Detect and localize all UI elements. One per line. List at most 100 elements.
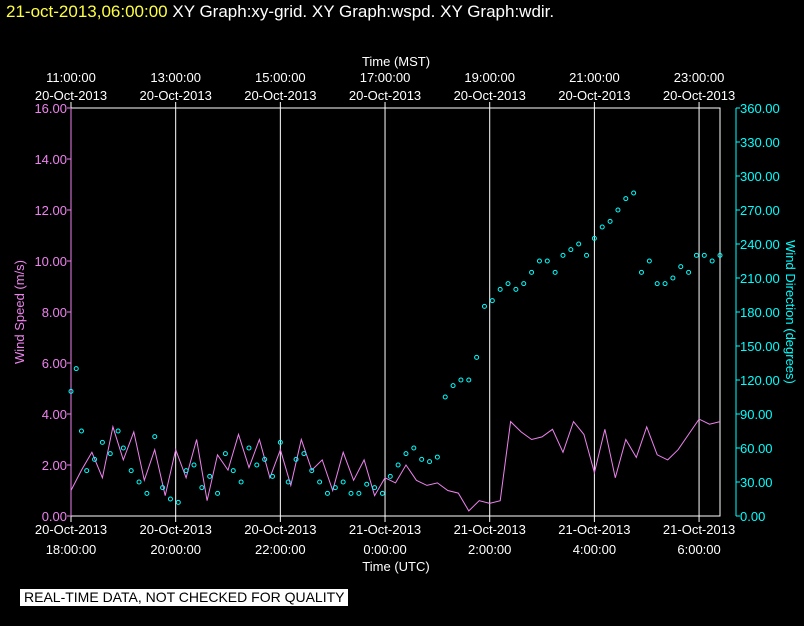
bottom-tick-time: 20:00:00 [150, 542, 201, 557]
wind-direction-point [332, 485, 338, 491]
wind-direction-point [599, 224, 605, 230]
header-graph-3: XY Graph:wdir. [440, 2, 555, 21]
right-tick-label: 210.00 [740, 271, 780, 286]
wind-direction-series [68, 190, 723, 505]
bottom-tick-time: 6:00:00 [677, 542, 720, 557]
bottom-axis-title: Time (UTC) [362, 559, 429, 574]
top-tick-date: 20-Oct-2013 [349, 88, 421, 103]
wind-direction-point [99, 439, 105, 445]
wind-direction-point [678, 264, 684, 270]
bottom-tick-time: 22:00:00 [255, 542, 306, 557]
wind-direction-point [489, 298, 495, 304]
bottom-tick-time: 4:00:00 [573, 542, 616, 557]
header-datetime: 21-oct-2013,06:00:00 [6, 2, 168, 21]
wind-direction-point [68, 388, 74, 394]
wind-direction-point [419, 456, 425, 462]
wind-direction-point [238, 479, 244, 485]
top-tick-time: 23:00:00 [674, 70, 725, 85]
wind-direction-point [372, 485, 378, 491]
wind-direction-point [324, 490, 330, 496]
wind-direction-point [411, 445, 417, 451]
wind-direction-point [293, 456, 299, 462]
wind-direction-point [458, 377, 464, 383]
wind-direction-point [544, 258, 550, 264]
wind-direction-point [115, 428, 121, 434]
wind-direction-point [442, 394, 448, 400]
wind-direction-point [646, 258, 652, 264]
bottom-tick-time: 2:00:00 [468, 542, 511, 557]
wind-direction-point [317, 479, 323, 485]
right-axis-ticks: 0.00 30.00 60.00 90.00 120.00 150.00 180.00 210… [736, 101, 780, 524]
bottom-tick-date: 20-Oct-2013 [244, 522, 316, 537]
top-tick-time: 19:00:00 [464, 70, 515, 85]
right-tick-label: 180.00 [740, 305, 780, 320]
wind-direction-point [262, 456, 268, 462]
wind-direction-point [513, 286, 519, 292]
left-tick-label: 4.00 [42, 407, 67, 422]
right-tick-label: 150.00 [740, 339, 780, 354]
wind-direction-point [215, 490, 221, 496]
right-tick-label: 0.00 [740, 509, 765, 524]
wind-direction-point [670, 275, 676, 281]
bottom-tick-date: 21-Oct-2013 [454, 522, 526, 537]
header-graph-1: XY Graph:xy-grid. [172, 2, 308, 21]
quality-notice: REAL-TIME DATA, NOT CHECKED FOR QUALITY [20, 589, 349, 606]
bottom-axis-ticks: 20-Oct-2013 18:00:00 20-Oct-2013 20:00:00 20… [35, 516, 735, 557]
wind-direction-point [84, 468, 90, 474]
wind-direction-point [191, 462, 197, 468]
wind-speed-line [70, 418, 721, 512]
wind-direction-point [434, 454, 440, 460]
bottom-tick-date: 20-Oct-2013 [35, 522, 107, 537]
right-tick-label: 30.00 [740, 475, 773, 490]
wind-direction-point [348, 490, 354, 496]
wind-direction-point [107, 451, 113, 457]
top-axis-title: Time (MST) [362, 54, 430, 69]
wind-direction-point [199, 485, 205, 491]
bottom-tick-time: 0:00:00 [363, 542, 406, 557]
wind-direction-point [364, 481, 370, 487]
wind-direction-point [222, 451, 228, 457]
wind-direction-point [92, 456, 98, 462]
wind-direction-point [230, 468, 236, 474]
wind-direction-point [395, 462, 401, 468]
top-tick-time: 11:00:00 [46, 70, 96, 85]
wind-direction-point [427, 459, 433, 465]
wind-direction-point [709, 258, 715, 264]
top-tick-time: 17:00:00 [360, 70, 411, 85]
wind-direction-point [183, 468, 189, 474]
wind-direction-point [152, 434, 158, 440]
right-tick-label: 120.00 [740, 373, 780, 388]
right-tick-label: 360.00 [740, 101, 780, 116]
wind-direction-point [481, 303, 487, 309]
bottom-tick-date: 21-Oct-2013 [558, 522, 630, 537]
left-tick-label: 14.00 [34, 152, 67, 167]
wind-direction-point [717, 252, 723, 258]
wind-direction-point [356, 490, 362, 496]
wind-direction-point [638, 269, 644, 275]
top-tick-date: 20-Oct-2013 [140, 88, 212, 103]
wind-direction-point [167, 496, 173, 502]
wind-direction-point [175, 499, 181, 505]
wind-direction-point [615, 207, 621, 213]
wind-direction-point [591, 235, 597, 241]
wind-direction-point [536, 258, 542, 264]
wind-direction-point [505, 281, 511, 287]
wind-direction-point [144, 490, 150, 496]
wind-direction-point [662, 281, 668, 287]
wind-direction-point [246, 445, 252, 451]
right-tick-label: 240.00 [740, 237, 780, 252]
left-tick-label: 8.00 [42, 305, 67, 320]
right-tick-label: 300.00 [740, 169, 780, 184]
right-tick-label: 270.00 [740, 203, 780, 218]
wind-direction-point [631, 190, 637, 196]
wind-direction-point [576, 241, 582, 247]
left-axis-title: Wind Speed (m/s) [12, 260, 27, 364]
wind-direction-point [623, 196, 629, 202]
wind-direction-point [521, 281, 527, 287]
wind-direction-point [160, 485, 166, 491]
wind-direction-point [701, 252, 707, 258]
wind-direction-point [270, 473, 276, 479]
bottom-tick-time: 18:00:00 [46, 542, 97, 557]
wind-direction-point [379, 490, 385, 496]
